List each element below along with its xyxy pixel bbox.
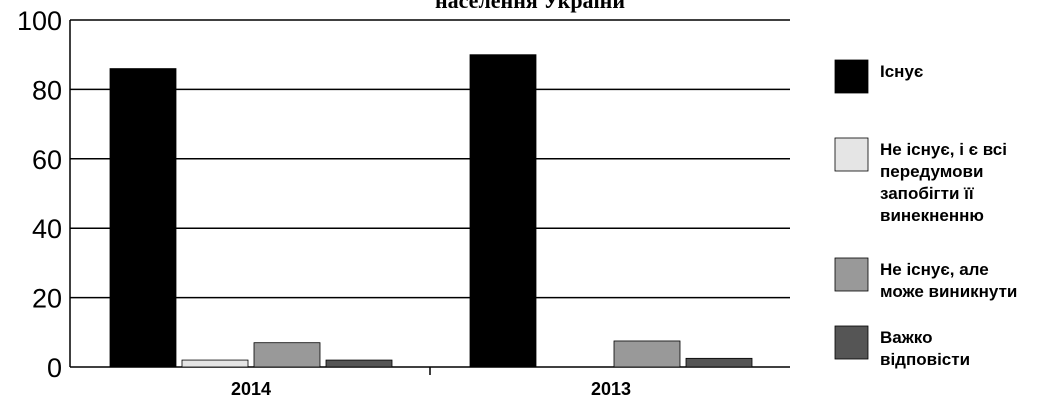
legend-label: Існує [880,62,923,81]
gridlines [70,19,790,299]
axes [69,20,790,375]
bar-2014-series-3 [325,359,393,368]
bar-2013-series-2 [613,340,681,368]
y-tick-label: 100 [17,6,62,36]
y-tick-label: 20 [32,284,62,314]
legend-swatch [834,257,869,292]
legend-item: Не існує, і є всі передумови запобігти її в… [834,137,1007,225]
legend-swatch [834,137,869,172]
chart-title: населення України [435,0,625,13]
legend-label: передумови [880,162,983,181]
legend-item: Важко відповісти [834,325,970,369]
y-tick-label: 40 [32,214,62,244]
legend-label: Не існує, але [880,260,989,279]
x-tick-labels: 2014 2013 [231,379,631,399]
y-tick-labels: 0 20 40 60 80 100 [17,6,62,383]
y-tick-label: 60 [32,145,62,175]
bar-2014-series-0 [109,68,177,368]
legend-item: Існує [834,59,923,94]
bar-2014-series-2 [253,342,321,368]
legend-label: запобігти її [880,184,975,203]
legend-label: відповісти [880,350,970,369]
legend-label: може виникнути [880,282,1017,301]
y-tick-label: 80 [32,75,62,105]
bar-2013-series-0 [469,54,537,368]
legend: Існує Не існує, і є всі передумови запобігт… [834,59,1017,369]
legend-label: винекненню [880,206,984,225]
bars [109,54,753,368]
bar-2013-series-3 [685,357,753,368]
legend-swatch [834,59,869,94]
bar-2014-series-1 [181,359,249,368]
legend-label: Не існує, і є всі [880,140,1007,159]
legend-item: Не існує, але може виникнути [834,257,1017,301]
legend-label: Важко [880,328,932,347]
x-tick-label: 2014 [231,379,271,399]
y-tick-label: 0 [47,353,62,383]
legend-swatch [834,325,869,360]
x-tick-label: 2013 [591,379,631,399]
